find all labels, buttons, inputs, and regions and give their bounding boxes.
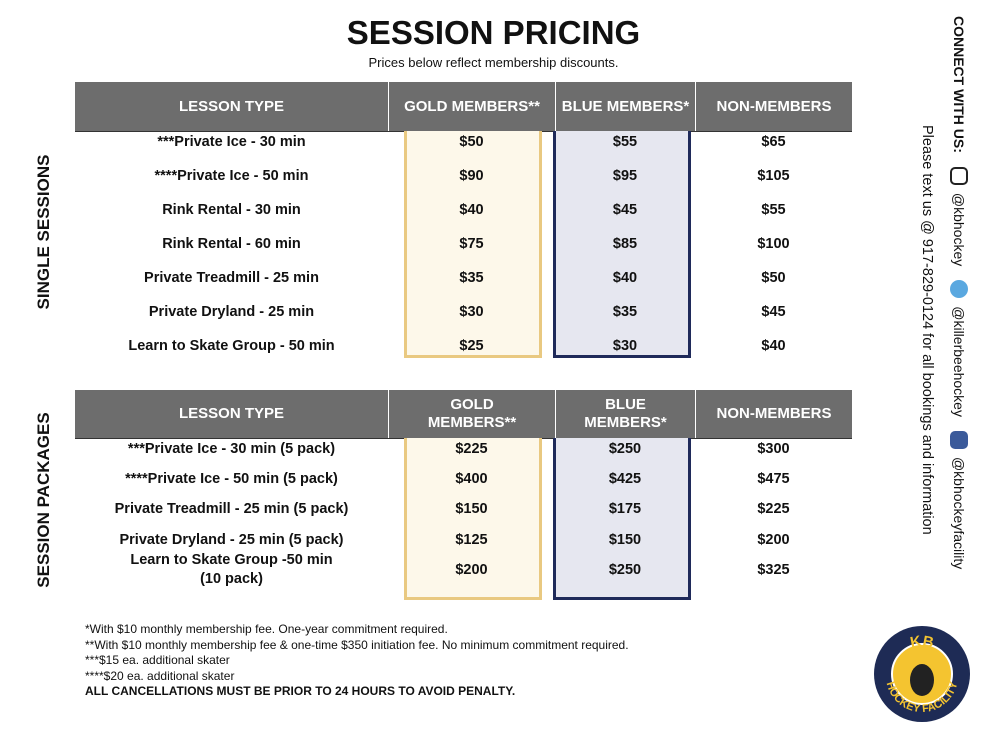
table-header (75, 390, 852, 438)
twitter-icon (950, 280, 968, 299)
header-text: GOLD MEMBERS** (404, 97, 540, 115)
price: $90 (459, 167, 484, 184)
header-text: NON-MEMBERS (716, 405, 832, 422)
price: $475 (757, 470, 790, 487)
header-cell: GOLD MEMBERS** (388, 390, 555, 438)
section-label: SESSION PACKAGES (34, 412, 53, 588)
price: $95 (612, 167, 638, 184)
footnote: ****$20 ea. additional skater (85, 668, 235, 683)
instagram-icon (950, 166, 968, 185)
price: $25 (459, 337, 484, 354)
price: $65 (761, 133, 786, 150)
price: $300 (757, 440, 790, 457)
lesson-name: Private Treadmill - 25 min (144, 269, 319, 286)
price: $85 (612, 235, 638, 252)
price: $55 (612, 133, 638, 150)
lesson-name: Private Treadmill - 25 min (5 pack) (114, 501, 349, 518)
footnote: ALL CANCELLATIONS MUST BE PRIOR TO 24 HO… (85, 684, 516, 698)
header-cell: NON-MEMBERS (695, 390, 852, 438)
price: $250 (608, 440, 642, 457)
header-cell: LESSON TYPE (75, 390, 388, 438)
price: $200 (757, 531, 790, 548)
gold-column (404, 438, 542, 600)
price: $55 (761, 201, 786, 218)
price: $40 (612, 269, 638, 286)
header-text: GOLD MEMBERS** (427, 396, 517, 431)
header-cell: NON-MEMBERS (695, 82, 852, 131)
lesson-name: ****Private Ice - 50 min (154, 167, 309, 184)
blue-column (553, 438, 691, 600)
footnote: *With $10 monthly membership fee. One-ye… (85, 622, 448, 636)
price: $50 (761, 269, 786, 286)
header-cell: GOLD MEMBERS** (388, 82, 555, 131)
header-text: LESSON TYPE (178, 405, 285, 422)
price: $40 (761, 337, 786, 354)
lesson-name: ***Private Ice - 30 min (157, 133, 306, 150)
price: $325 (757, 561, 790, 578)
price: $250 (608, 561, 642, 578)
footnote: **With $10 monthly membership fee & one-… (85, 637, 629, 652)
header-cell: BLUE MEMBERS* (555, 390, 695, 438)
lesson-name: Rink Rental - 30 min (162, 201, 301, 218)
lesson-name: Private Dryland - 25 min (148, 303, 315, 320)
price: $40 (459, 201, 484, 218)
handle[interactable]: @kbhockey (951, 192, 967, 267)
handle[interactable]: @kbhockeyfacility (951, 456, 967, 570)
price: $175 (608, 501, 642, 518)
blue-column (553, 131, 691, 358)
price: $225 (455, 440, 488, 457)
lesson-name: Learn to Skate Group - 50 min (128, 337, 335, 354)
header-text: NON-MEMBERS (716, 97, 832, 115)
price: $200 (455, 561, 488, 578)
lesson-name: Rink Rental - 60 min (162, 235, 301, 252)
footnote: ***$15 ea. additional skater (85, 653, 230, 667)
lesson-name: ***Private Ice - 30 min (5 pack) (127, 440, 336, 457)
logo: KB HOCKEY FACILITY (874, 626, 970, 722)
gold-column (404, 131, 542, 358)
facebook-icon (950, 430, 968, 449)
table-header (75, 82, 852, 131)
header-text: BLUE MEMBERS* (584, 396, 667, 431)
logo-bee (910, 664, 934, 696)
connect-label: CONNECT WITH US: (951, 16, 967, 153)
price: $35 (612, 303, 638, 320)
price: $30 (612, 337, 638, 354)
price: $75 (459, 235, 484, 252)
price: $150 (455, 501, 488, 518)
lesson-name: ****Private Ice - 50 min (5 pack) (125, 470, 338, 487)
price: $105 (757, 167, 790, 184)
price: $425 (608, 470, 642, 487)
title: SESSION PRICING (346, 14, 641, 51)
section-label: SINGLE SESSIONS (34, 154, 53, 310)
price: $400 (455, 470, 488, 487)
header-text: LESSON TYPE (178, 97, 285, 115)
price: $30 (459, 303, 484, 320)
header-cell: BLUE MEMBERS* (555, 82, 695, 131)
lesson-name: Private Dryland - 25 min (5 pack) (119, 531, 344, 548)
header-text: BLUE MEMBERS* (561, 97, 690, 115)
contact-note: Please text us @ 917-829-0124 for all bo… (919, 125, 935, 535)
price: $150 (608, 531, 642, 548)
price: $35 (459, 269, 484, 286)
price: $45 (612, 201, 638, 218)
header-cell: LESSON TYPE (75, 82, 388, 131)
lesson-name: Learn to Skate Group -50 min (10 pack) (130, 552, 333, 588)
price: $125 (455, 531, 488, 548)
subtitle: Prices below reflect membership discount… (368, 55, 619, 70)
price: $45 (761, 303, 786, 320)
price: $225 (757, 501, 790, 518)
price: $50 (459, 133, 484, 150)
price: $100 (757, 235, 790, 252)
sidebar: CONNECT WITH US: @kbhockey @killerbeehoc… (950, 16, 968, 569)
handle[interactable]: @killerbeehockey (951, 306, 967, 417)
